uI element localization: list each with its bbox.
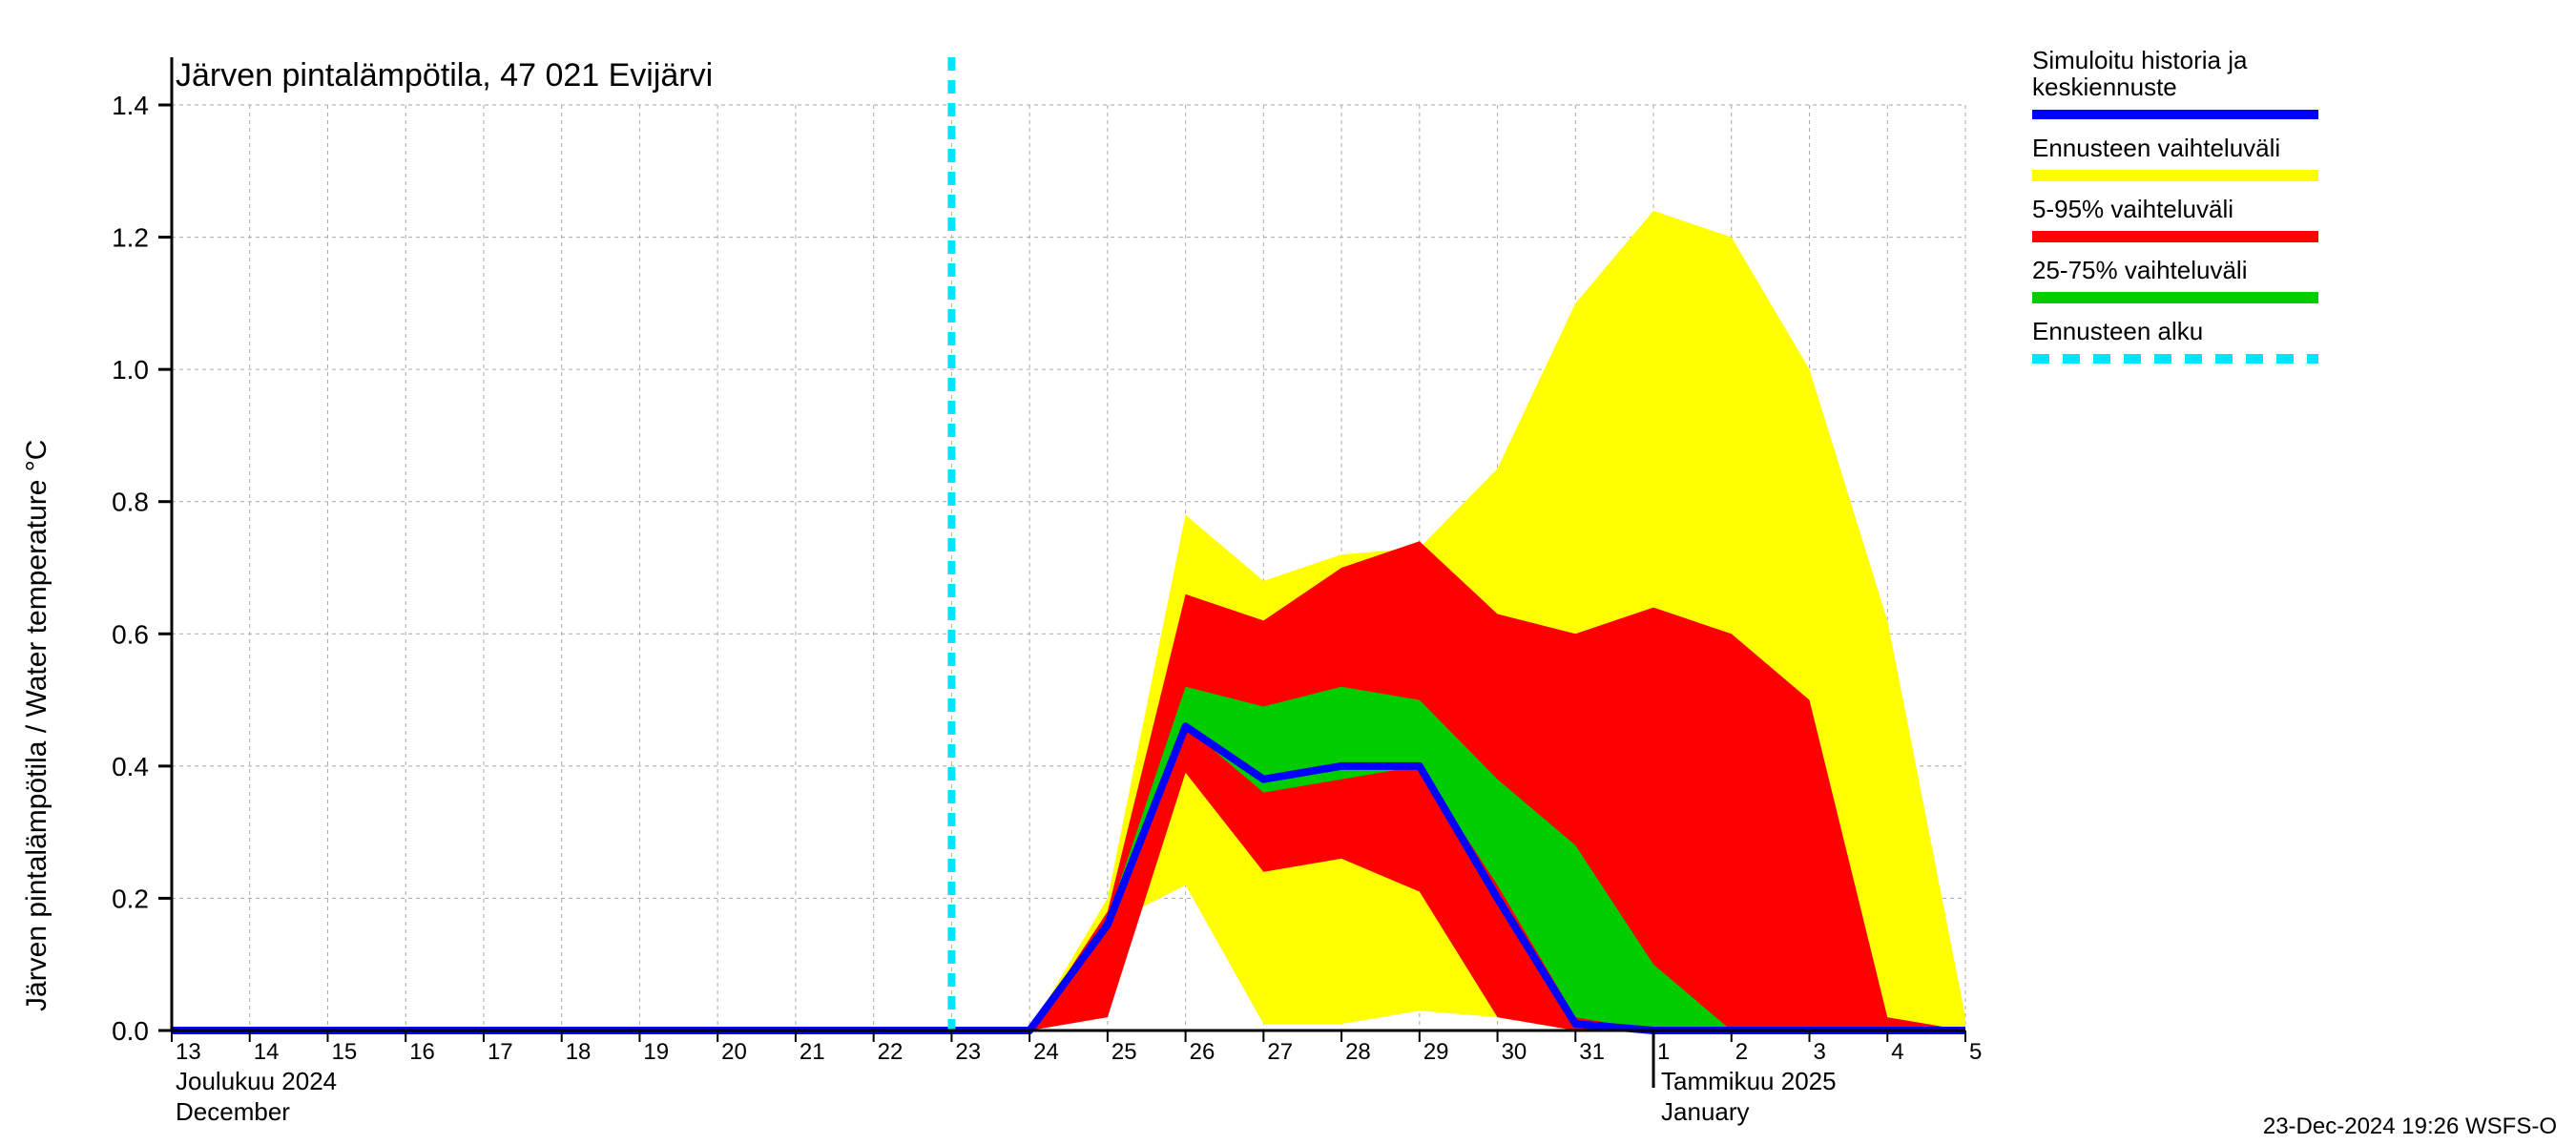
x-tick-label: 16 [409,1039,435,1065]
legend-label: Ennusteen vaihteluväli [2032,134,2280,162]
x-tick-label: 2 [1735,1039,1748,1065]
x-tick-label: 15 [331,1039,357,1065]
x-tick-label: 24 [1033,1039,1059,1065]
chart-svg: 0.00.20.40.60.81.01.21.41314151617181920… [0,0,2576,1145]
x-tick-label: 13 [176,1039,201,1065]
x-tick-label: 14 [254,1039,280,1065]
x-tick-label: 31 [1579,1039,1605,1065]
month-label-fi-left: Joulukuu 2024 [176,1067,337,1095]
y-tick-label: 0.2 [112,884,149,913]
legend-label: 25-75% vaihteluväli [2032,256,2247,284]
x-tick-label: 19 [643,1039,669,1065]
legend-label: Simuloitu historia ja [2032,46,2248,74]
x-tick-label: 23 [955,1039,981,1065]
x-tick-label: 25 [1111,1039,1137,1065]
x-tick-label: 1 [1657,1039,1670,1065]
y-tick-label: 0.4 [112,752,149,781]
y-axis-label: Järven pintalämpötila / Water temperatur… [21,440,52,1011]
x-tick-label: 30 [1502,1039,1527,1065]
month-label-en-right: January [1661,1097,1750,1126]
x-tick-label: 28 [1345,1039,1371,1065]
x-tick-label: 29 [1423,1039,1449,1065]
chart-title: Järven pintalämpötila, 47 021 Evijärvi [176,57,713,94]
legend-label: keskiennuste [2032,73,2177,101]
y-tick-label: 0.6 [112,619,149,649]
legend-label: 5-95% vaihteluväli [2032,195,2233,223]
x-tick-label: 17 [488,1039,513,1065]
y-tick-label: 1.4 [112,91,149,120]
x-tick-label: 27 [1267,1039,1293,1065]
legend-swatch [2032,292,2318,303]
x-tick-label: 22 [878,1039,904,1065]
x-tick-label: 3 [1814,1039,1826,1065]
x-tick-label: 21 [800,1039,825,1065]
y-tick-label: 1.0 [112,355,149,385]
x-tick-label: 5 [1969,1039,1982,1065]
month-label-fi-right: Tammikuu 2025 [1661,1067,1837,1095]
y-tick-label: 0.0 [112,1016,149,1046]
y-tick-label: 1.2 [112,223,149,253]
legend-swatch [2032,231,2318,242]
x-tick-label: 20 [721,1039,747,1065]
legend-label: Ennusteen alku [2032,317,2203,345]
x-tick-label: 4 [1891,1039,1903,1065]
timestamp: 23-Dec-2024 19:26 WSFS-O [2263,1114,2557,1139]
legend-swatch [2032,170,2318,181]
x-tick-label: 26 [1190,1039,1215,1065]
month-label-en-left: December [176,1097,290,1126]
chart-container: 0.00.20.40.60.81.01.21.41314151617181920… [0,0,2576,1145]
x-tick-label: 18 [566,1039,592,1065]
y-tick-label: 0.8 [112,488,149,517]
